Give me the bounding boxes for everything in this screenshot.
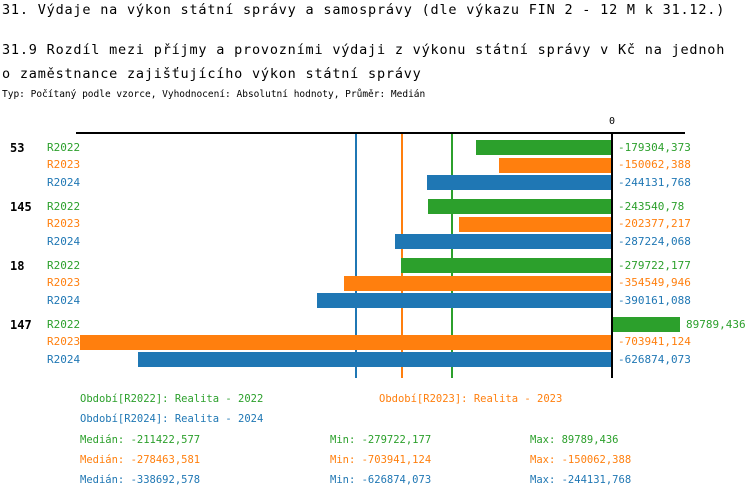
bar-145-r2023	[459, 217, 612, 232]
stat-min-r2022: Min: -279722,177	[330, 434, 432, 446]
bar-18-r2024	[317, 293, 612, 308]
row-series-label-18-r2024: R2024	[47, 294, 81, 307]
value-label-145-r2024: -287224,068	[618, 235, 691, 248]
report-subtitle-line1: 31.9 Rozdíl mezi příjmy a provozními výd…	[2, 42, 726, 58]
row-series-label-147-r2023: R2023	[47, 335, 81, 348]
row-series-label-147-r2024: R2024	[47, 353, 81, 366]
row-group-label-18: 18	[10, 259, 25, 273]
report-subtitle: 31.9 Rozdíl mezi příjmy a provozními výd…	[2, 38, 725, 86]
value-label-18-r2023: -354549,946	[618, 276, 691, 289]
stat-min-r2023: Min: -703941,124	[330, 454, 432, 466]
stat-min-r2024: Min: -626874,073	[330, 474, 432, 486]
row-series-label-145-r2023: R2023	[47, 217, 81, 230]
x-axis-line	[76, 132, 685, 134]
row-series-label-53-r2023: R2023	[47, 158, 81, 171]
bar-53-r2022	[476, 140, 612, 155]
zero-axis-line	[611, 133, 613, 378]
value-label-145-r2022: -243540,78	[618, 200, 685, 213]
median-line-r2023	[401, 134, 403, 378]
row-series-label-18-r2023: R2023	[47, 276, 81, 289]
value-label-53-r2023: -150062,388	[618, 158, 691, 171]
value-label-147-r2023: -703941,124	[618, 335, 691, 348]
value-label-147-r2022: 89789,436	[686, 318, 746, 331]
zero-tick-label: 0	[608, 116, 616, 127]
row-series-label-145-r2022: R2022	[47, 200, 81, 213]
value-label-53-r2024: -244131,768	[618, 176, 691, 189]
stat-max-r2022: Max: 89789,436	[530, 434, 619, 446]
median-line-r2022	[451, 134, 453, 378]
bar-53-r2023	[499, 158, 612, 173]
report-meta: Typ: Počítaný podle vzorce, Vyhodnocení:…	[2, 89, 426, 100]
bar-145-r2024	[395, 234, 612, 249]
stat-median-r2024: Medián: -338692,578	[80, 474, 201, 486]
value-label-18-r2024: -390161,088	[618, 294, 691, 307]
bar-18-r2023	[344, 276, 612, 291]
bar-147-r2024	[138, 352, 612, 367]
row-group-label-53: 53	[10, 141, 25, 155]
row-series-label-53-r2024: R2024	[47, 176, 81, 189]
legend-item-r2024: Období[R2024]: Realita - 2024	[80, 413, 264, 425]
value-label-145-r2023: -202377,217	[618, 217, 691, 230]
stat-median-r2023: Medián: -278463,581	[80, 454, 201, 466]
bar-53-r2024	[427, 175, 612, 190]
legend-item-r2022: Období[R2022]: Realita - 2022	[80, 393, 264, 405]
row-series-label-53-r2022: R2022	[47, 141, 81, 154]
bar-18-r2022	[401, 258, 612, 273]
stat-max-r2024: Max: -244131,768	[530, 474, 632, 486]
row-series-label-145-r2024: R2024	[47, 235, 81, 248]
row-series-label-18-r2022: R2022	[47, 259, 81, 272]
report-subtitle-line2: o zaměstnance zajišťujícího výkon státní…	[2, 66, 422, 82]
stat-max-r2023: Max: -150062,388	[530, 454, 632, 466]
row-series-label-147-r2022: R2022	[47, 318, 81, 331]
median-line-r2024	[355, 134, 357, 378]
value-label-147-r2024: -626874,073	[618, 353, 691, 366]
report-title: 31. Výdaje na výkon státní správy a samo…	[2, 2, 726, 18]
legend-item-r2023: Období[R2023]: Realita - 2023	[379, 393, 563, 405]
value-label-53-r2022: -179304,373	[618, 141, 691, 154]
value-label-18-r2022: -279722,177	[618, 259, 691, 272]
bar-145-r2022	[428, 199, 612, 214]
row-group-label-145: 145	[10, 200, 32, 214]
bar-147-r2022	[612, 317, 680, 332]
row-group-label-147: 147	[10, 318, 32, 332]
bar-147-r2023	[80, 335, 612, 350]
stat-median-r2022: Medián: -211422,577	[80, 434, 201, 446]
